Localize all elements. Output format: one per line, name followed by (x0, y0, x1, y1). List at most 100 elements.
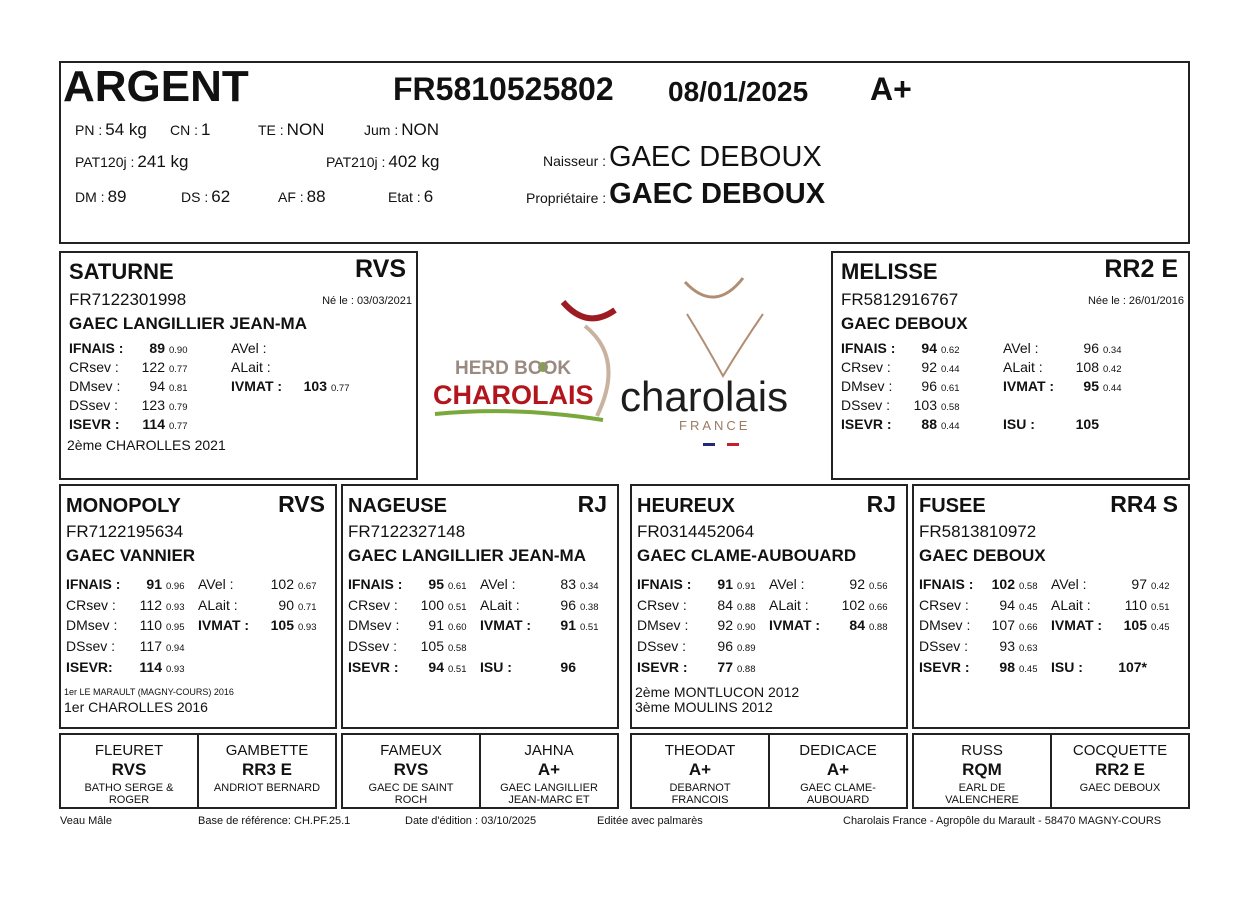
index-value: 105 (270, 617, 294, 634)
field-label: PAT120j : (75, 154, 135, 170)
animal-id: FR5812916767 (841, 290, 959, 309)
index-value: 107 (991, 617, 1015, 634)
index-label: AVel : (198, 576, 234, 592)
index-row: AVel : 92 0.56 (769, 576, 888, 592)
index-cd: 0.93 (166, 601, 185, 613)
index-label: IVMAT : (231, 378, 283, 394)
flag-red (727, 443, 739, 446)
field-label: Jum : (364, 122, 399, 138)
field-value: 88 (306, 187, 326, 206)
index-cd: 0.34 (580, 581, 599, 592)
index-cd: 0.89 (737, 643, 756, 655)
animal-name: SATURNE (69, 259, 174, 284)
field-label: PN : (75, 122, 103, 138)
index-value: 96 (560, 658, 576, 675)
header-field: DM :89 (75, 187, 126, 207)
index-value: 102 (991, 576, 1015, 592)
header-field: Propriétaire : GAEC DEBOUX (526, 178, 825, 211)
index-value: 96 (1083, 340, 1099, 356)
index-value: 95 (428, 576, 444, 592)
index-label: CRsev : (66, 596, 116, 613)
index-row: DSsev : 103 0.58 (841, 397, 960, 413)
index-label: ISU : (480, 658, 512, 675)
index-label: ISEVR : (637, 658, 688, 675)
field-value: 402 kg (388, 152, 440, 171)
index-value: 105 (1123, 617, 1147, 634)
index-label: CRsev : (69, 359, 119, 375)
index-cd: 0.88 (869, 622, 888, 634)
index-row: CRsev : 84 0.88 (637, 597, 756, 613)
index-row: IVMAT : 84 0.88 (769, 617, 888, 633)
index-cd: 0.93 (166, 663, 185, 675)
index-row: IVMAT : 95 0.44 (1003, 378, 1122, 394)
breeder: GAEC CLAME-AUBOUARD (637, 546, 857, 565)
index-value: 95 (1083, 378, 1099, 394)
index-row: DMsev : 107 0.66 (919, 617, 1038, 633)
index-value: 117 (139, 638, 162, 655)
index-label: AVel : (1051, 576, 1087, 592)
field-label: CN : (170, 122, 198, 138)
great-grandparent: GAMBETTE RR3 E ANDRIOT BERNARD (197, 735, 335, 807)
great-grandparent: DEDICACE A+ GAEC CLAME-AUBOUARD (768, 735, 906, 807)
field-value: 54 kg (105, 120, 147, 139)
index-value: 94 (999, 596, 1015, 613)
field-label: Naisseur : (543, 153, 607, 169)
birth-date: 08/01/2025 (668, 76, 809, 107)
animal-id: FR7122301998 (69, 290, 187, 309)
index-value: 96 (560, 596, 576, 613)
index-row: ISEVR : 88 0.44 (841, 416, 960, 432)
field-label: Propriétaire : (526, 190, 607, 206)
field-value: GAEC DEBOUX (609, 141, 822, 173)
index-value: 93 (999, 638, 1015, 655)
index-row: DSsev : 96 0.89 (637, 638, 756, 654)
index-label: ISEVR : (348, 658, 399, 675)
index-row: ISEVR : 94 0.51 (348, 659, 467, 675)
index-row: AVel : 83 0.34 (480, 576, 599, 592)
field-label: DS : (181, 189, 209, 205)
animal-name: RUSS (961, 742, 1003, 759)
index-cd: 0.88 (737, 601, 756, 613)
breeder: GAEC LANGILLIER JEAN-MARC ET (500, 782, 598, 806)
index-row: ALait : 90 0.71 (198, 597, 317, 613)
index-value: 90 (278, 596, 294, 613)
index-cd: 0.77 (331, 383, 350, 394)
index-cd: 0.81 (169, 383, 188, 394)
index-label: ISEVR : (69, 416, 120, 432)
great-grandparent-pair: FLEURET RVS BATHO SERGE & ROGER GAMBETTE RR3… (59, 733, 337, 809)
index-row: CRsev : 92 0.44 (841, 359, 960, 375)
footer-text: Base de référence: CH.PF.25.1 (198, 815, 351, 827)
index-cd: 0.51 (448, 601, 467, 613)
great-grandparent: JAHNA A+ GAEC LANGILLIER JEAN-MARC ET (479, 735, 617, 807)
index-value: 114 (142, 416, 165, 432)
logo-brand: charolais (620, 373, 788, 420)
index-row: DSsev : 117 0.94 (66, 638, 185, 654)
footer-text: Charolais France - Agropôle du Marault -… (843, 815, 1162, 827)
palmares: 2ème MONTLUCON 2012 (635, 684, 800, 700)
birth-date: Née le : 26/01/2016 (1087, 295, 1184, 307)
index-value: 77 (717, 658, 733, 675)
index-cd: 0.96 (166, 581, 185, 592)
index-cd: 0.34 (1103, 345, 1122, 356)
index-label: IFNAIS : (919, 576, 974, 592)
breeder: GAEC LANGILLIER JEAN-MA (69, 314, 307, 333)
index-cd: 0.62 (941, 345, 960, 356)
field-label: AF : (278, 189, 304, 205)
index-cd: 0.44 (941, 364, 960, 375)
index-value: 123 (141, 397, 165, 413)
index-value: 112 (139, 596, 162, 613)
index-value: 89 (149, 340, 165, 356)
index-label: ALait : (1051, 596, 1091, 613)
animal-rating: RR2 E (1104, 255, 1178, 283)
index-row: ALait : (231, 359, 293, 375)
breeder: GAEC DEBOUX (841, 314, 968, 333)
breeder: GAEC DE SAINT ROCH (368, 782, 454, 806)
logo-swoosh (583, 324, 611, 417)
index-cd: 0.91 (737, 581, 756, 592)
index-cd: 0.56 (869, 581, 888, 592)
index-row: DSsev : 105 0.58 (348, 638, 467, 654)
index-cd: 0.44 (1103, 383, 1122, 394)
index-cd: 0.66 (869, 601, 888, 613)
field-value: NON (401, 120, 440, 139)
